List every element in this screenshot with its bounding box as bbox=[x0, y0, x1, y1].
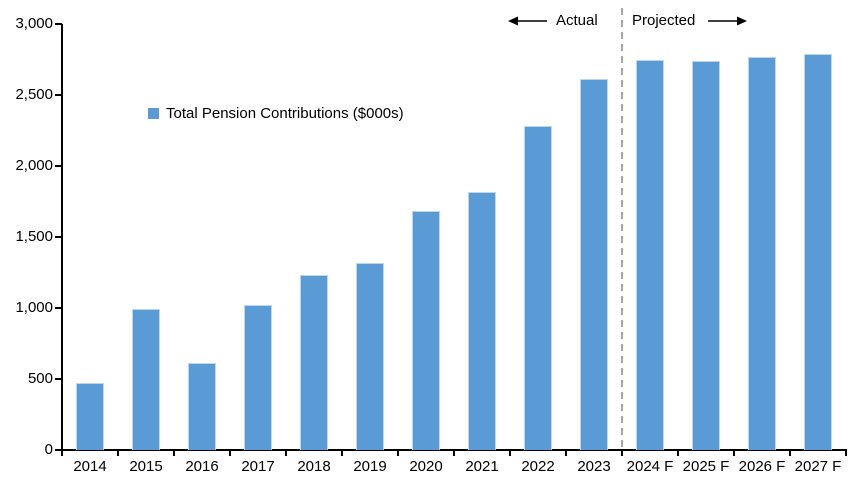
x-axis-category-label: 2021 bbox=[465, 458, 499, 475]
x-axis-tick bbox=[229, 451, 231, 456]
x-axis-tick bbox=[397, 451, 399, 456]
x-axis-category-label: 2027 F bbox=[794, 458, 842, 475]
x-axis bbox=[61, 449, 847, 451]
x-axis-category-label: 2017 bbox=[241, 458, 275, 475]
y-axis-tick bbox=[55, 94, 62, 96]
y-axis-tick-label: 3,000 bbox=[15, 15, 53, 32]
legend-series-label: Total Pension Contributions ($000s) bbox=[166, 105, 404, 122]
projected-label: Projected bbox=[632, 12, 696, 29]
x-axis-tick bbox=[341, 451, 343, 456]
bar-2018 bbox=[300, 275, 328, 450]
x-axis-tick bbox=[845, 451, 847, 456]
y-axis-tick-label: 2,000 bbox=[15, 157, 53, 174]
x-axis-category-label: 2024 F bbox=[626, 458, 674, 475]
bar-2023 bbox=[580, 79, 608, 450]
x-axis-tick bbox=[173, 451, 175, 456]
y-axis-tick bbox=[55, 378, 62, 380]
x-axis-category-label: 2019 bbox=[353, 458, 387, 475]
y-axis-tick-label: 1,000 bbox=[15, 299, 53, 316]
y-axis-tick bbox=[55, 449, 62, 451]
bar-2017 bbox=[244, 305, 272, 450]
bar-2014 bbox=[76, 383, 104, 450]
y-axis-tick-label: 0 bbox=[44, 441, 53, 458]
y-axis-tick-label: 1,500 bbox=[15, 228, 53, 245]
y-axis-tick bbox=[55, 165, 62, 167]
x-axis-tick bbox=[285, 451, 287, 456]
legend: Total Pension Contributions ($000s) bbox=[148, 105, 404, 122]
projected-right-arrow-icon bbox=[708, 16, 747, 26]
bar-2016 bbox=[188, 363, 216, 450]
x-axis-category-label: 2016 bbox=[185, 458, 219, 475]
x-axis-tick bbox=[789, 451, 791, 456]
bar-2024-f bbox=[636, 59, 664, 450]
x-axis-category-label: 2026 F bbox=[738, 458, 786, 475]
bar-2027-f bbox=[804, 53, 832, 450]
x-axis-category-label: 2014 bbox=[73, 458, 107, 475]
x-axis-tick bbox=[733, 451, 735, 456]
y-axis bbox=[61, 24, 63, 451]
x-axis-category-label: 2020 bbox=[409, 458, 443, 475]
x-axis-category-label: 2025 F bbox=[682, 458, 730, 475]
y-axis-tick bbox=[55, 23, 62, 25]
x-axis-tick bbox=[621, 451, 623, 456]
x-axis-category-label: 2022 bbox=[521, 458, 555, 475]
bar-2025-f bbox=[692, 60, 720, 450]
bar-2019 bbox=[356, 262, 384, 450]
bar-2015 bbox=[132, 309, 160, 450]
bar-2021 bbox=[468, 191, 496, 450]
actual-left-arrow-icon bbox=[508, 16, 547, 26]
y-axis-tick-label: 2,500 bbox=[15, 86, 53, 103]
y-axis-tick bbox=[55, 236, 62, 238]
x-axis-category-label: 2023 bbox=[577, 458, 611, 475]
x-axis-tick bbox=[677, 451, 679, 456]
x-axis-tick bbox=[565, 451, 567, 456]
bar-2020 bbox=[412, 211, 440, 450]
legend-series-marker-icon bbox=[148, 108, 159, 119]
actual-label: Actual bbox=[556, 12, 598, 29]
y-axis-tick-label: 500 bbox=[27, 370, 53, 387]
x-axis-tick bbox=[61, 451, 63, 456]
x-axis-tick bbox=[117, 451, 119, 456]
x-axis-tick bbox=[453, 451, 455, 456]
x-axis-category-label: 2018 bbox=[297, 458, 331, 475]
y-axis-tick bbox=[55, 307, 62, 309]
actual-projected-divider bbox=[621, 8, 623, 450]
bar-2022 bbox=[524, 126, 552, 450]
bar-2026-f bbox=[748, 57, 776, 450]
x-axis-tick bbox=[509, 451, 511, 456]
x-axis-category-label: 2015 bbox=[129, 458, 163, 475]
